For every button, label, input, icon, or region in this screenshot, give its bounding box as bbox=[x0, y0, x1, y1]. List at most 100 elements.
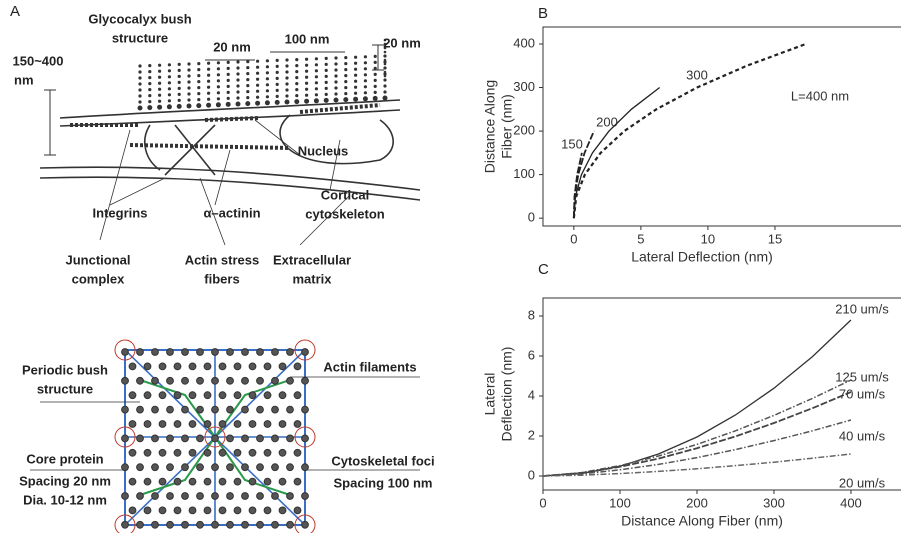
stress-fiber bbox=[129, 143, 291, 150]
cytoskeletal-focus bbox=[294, 339, 316, 361]
bush-bead bbox=[197, 86, 201, 90]
bush-bead bbox=[354, 67, 358, 71]
diagram-label: fibers bbox=[204, 271, 239, 286]
bush-bead bbox=[324, 74, 328, 78]
data-line bbox=[542, 453, 852, 477]
bush-bead bbox=[354, 85, 358, 89]
data-line bbox=[542, 391, 852, 477]
lattice-node bbox=[233, 362, 242, 371]
series-label: 150 bbox=[561, 136, 583, 151]
lattice-node bbox=[121, 520, 129, 529]
series-label: 70 um/s bbox=[839, 386, 886, 401]
bush-bead bbox=[138, 76, 142, 80]
bush-bead bbox=[305, 75, 309, 79]
leader bbox=[329, 139, 341, 191]
core-protein bbox=[362, 96, 368, 102]
bush-bead bbox=[167, 99, 171, 103]
lattice-node bbox=[301, 492, 309, 500]
lattice-node bbox=[173, 391, 182, 400]
lattice-node bbox=[301, 376, 309, 385]
lattice-node bbox=[166, 463, 174, 472]
bush-bead bbox=[363, 79, 367, 83]
lattice-node bbox=[181, 434, 189, 443]
lattice-node bbox=[121, 405, 129, 414]
bush-bead bbox=[256, 77, 260, 81]
bush-bead bbox=[295, 64, 299, 68]
bush-bead bbox=[158, 93, 162, 97]
bush-bead bbox=[285, 70, 289, 74]
x-tick-label: 400 bbox=[840, 495, 862, 510]
axis-frame bbox=[542, 297, 901, 491]
lattice-node bbox=[158, 448, 167, 457]
bush-bead bbox=[334, 80, 338, 84]
lattice-node bbox=[188, 506, 197, 515]
lattice-node bbox=[128, 448, 137, 457]
lattice-node bbox=[203, 391, 212, 400]
bush-bead bbox=[187, 86, 191, 90]
fiber bbox=[144, 124, 161, 171]
diagram-label: Integrins bbox=[93, 205, 148, 220]
bush-bead bbox=[265, 95, 269, 99]
bush-bead bbox=[383, 46, 387, 50]
lattice-node bbox=[248, 391, 257, 400]
x-axis-title: Lateral Deflection (nm) bbox=[631, 249, 773, 265]
bush-bead bbox=[158, 75, 162, 79]
lattice-node bbox=[263, 420, 272, 428]
x-tick-label: 10 bbox=[701, 231, 715, 246]
bush-bead bbox=[334, 68, 338, 72]
bush-bead bbox=[373, 78, 377, 82]
bush-bead bbox=[265, 89, 269, 93]
lattice-node bbox=[196, 463, 204, 472]
bush-bead bbox=[334, 56, 338, 60]
bush-bead bbox=[305, 69, 309, 73]
bush-bead bbox=[177, 86, 181, 90]
lattice-node bbox=[188, 391, 197, 400]
lattice-node bbox=[173, 477, 182, 486]
diagram-label: Cytoskeletal foci bbox=[331, 453, 434, 468]
bush-bead bbox=[383, 90, 387, 94]
core-protein bbox=[274, 99, 280, 105]
lattice-node bbox=[271, 348, 279, 356]
lattice-node bbox=[158, 506, 167, 515]
diagram-label: matrix bbox=[292, 271, 332, 286]
leader bbox=[199, 177, 226, 246]
y-tick-label: 4 bbox=[528, 387, 535, 402]
lattice-node bbox=[166, 348, 174, 356]
bush-bead bbox=[216, 85, 220, 89]
lattice-node bbox=[128, 420, 137, 428]
bush-bead bbox=[354, 91, 358, 95]
bush-bead bbox=[167, 81, 171, 85]
bush-bead bbox=[167, 69, 171, 73]
bush-bead bbox=[363, 73, 367, 77]
bush-bead bbox=[187, 80, 191, 84]
data-line bbox=[542, 379, 852, 477]
bush-bead bbox=[344, 86, 348, 90]
lattice-node bbox=[256, 463, 264, 472]
leader bbox=[254, 119, 301, 156]
bush-bead bbox=[148, 64, 152, 68]
lattice-node bbox=[263, 448, 272, 457]
bush-bead bbox=[265, 65, 269, 69]
bush-bead bbox=[344, 80, 348, 84]
bush-bead bbox=[295, 58, 299, 62]
lattice-node bbox=[196, 520, 204, 529]
bush-bead bbox=[216, 79, 220, 83]
lattice-node bbox=[278, 362, 287, 371]
bush-bead bbox=[197, 74, 201, 78]
lattice-node bbox=[286, 520, 294, 529]
lattice-node bbox=[256, 405, 264, 414]
bush-bead bbox=[148, 100, 152, 104]
bush-bead bbox=[236, 60, 240, 64]
core-protein bbox=[225, 101, 231, 107]
diagram-label: complex bbox=[72, 271, 126, 286]
lattice-node bbox=[166, 434, 174, 443]
bush-bead bbox=[354, 79, 358, 83]
lattice-node bbox=[121, 348, 129, 356]
lattice-node bbox=[166, 405, 174, 414]
lattice-node bbox=[151, 434, 159, 443]
bush-bead bbox=[383, 66, 387, 70]
core-protein bbox=[304, 98, 310, 104]
cytoskeletal-focus bbox=[294, 426, 316, 448]
lattice-node bbox=[263, 362, 272, 371]
